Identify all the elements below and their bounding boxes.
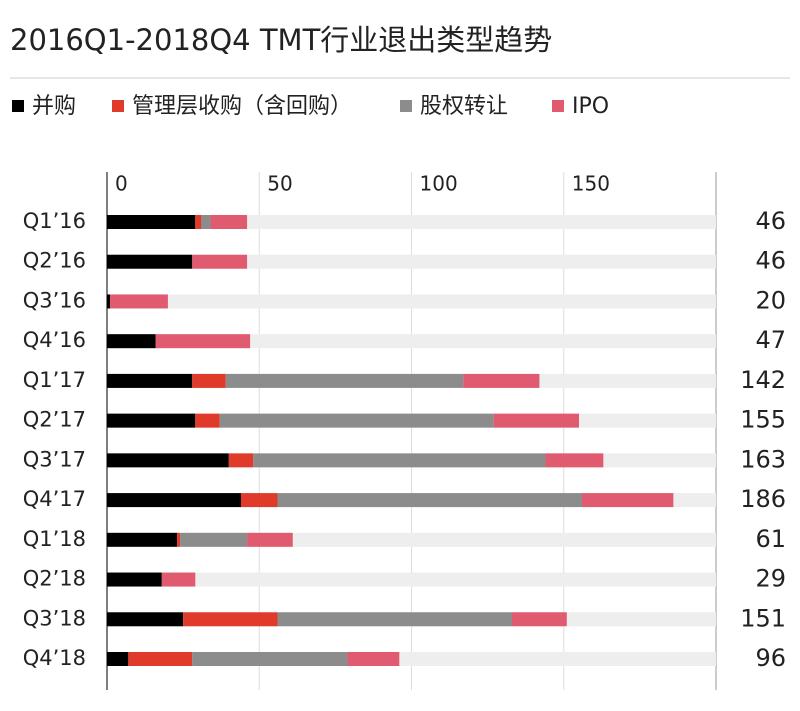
- bar-segment: [192, 373, 226, 388]
- total-label: 20: [755, 286, 786, 314]
- bar-segment: [107, 572, 162, 587]
- bar-segment: [107, 453, 229, 468]
- bar-segment: [253, 453, 546, 468]
- total-label: 46: [755, 207, 786, 235]
- total-label: 47: [755, 326, 786, 354]
- bar-segment: [493, 413, 579, 428]
- bar-segment: [240, 493, 278, 508]
- bar-segment: [107, 254, 193, 269]
- y-tick-label: Q1’16: [23, 209, 86, 233]
- legend-swatch: [400, 100, 412, 112]
- legend-swatch: [552, 100, 564, 112]
- legend-swatch: [12, 100, 24, 112]
- bar-segment: [545, 453, 604, 468]
- bar-segment: [463, 373, 540, 388]
- bar-segment: [128, 652, 193, 666]
- bar-segment: [107, 493, 241, 508]
- bar-segment: [155, 334, 251, 349]
- y-tick-label: Q3’18: [23, 606, 86, 630]
- x-tick-label: 100: [420, 172, 458, 196]
- bar-segment: [225, 373, 464, 388]
- bar-segment: [192, 652, 348, 666]
- total-label: 96: [755, 644, 786, 672]
- legend-label: 股权转让: [420, 94, 508, 119]
- bar-segment: [210, 215, 248, 229]
- y-tick-label: Q1’18: [23, 527, 86, 551]
- legend-swatch: [112, 100, 124, 112]
- total-label: 186: [740, 485, 786, 513]
- total-label: 163: [740, 445, 786, 473]
- bar-segment: [107, 334, 156, 349]
- bar-segment: [347, 652, 400, 666]
- x-tick-label: 150: [572, 172, 610, 196]
- total-label: 151: [740, 604, 786, 632]
- y-tick-label: Q3’17: [23, 447, 86, 471]
- y-tick-label: Q2’18: [23, 567, 86, 591]
- legend-label: 并购: [32, 94, 76, 119]
- bar-segment: [177, 532, 181, 547]
- bar-segment: [107, 413, 196, 428]
- track: [107, 215, 716, 229]
- total-label: 46: [755, 247, 786, 275]
- bar-segment: [107, 652, 129, 666]
- bar-segment: [107, 215, 196, 229]
- y-tick-label: Q4’16: [23, 328, 86, 352]
- track: [107, 334, 716, 349]
- bar-segment: [511, 612, 567, 627]
- total-label: 142: [740, 366, 786, 394]
- x-tick-label: 50: [267, 172, 292, 196]
- y-tick-label: Q1’17: [23, 368, 86, 392]
- legend-label: 管理层收购（含回购）: [132, 94, 352, 119]
- bar-segment: [228, 453, 254, 468]
- bar-segment: [107, 294, 111, 309]
- bar-segment: [247, 532, 293, 547]
- track: [107, 294, 716, 309]
- bar-segment: [180, 532, 248, 547]
- total-label: 155: [740, 406, 786, 434]
- y-tick-label: Q2’17: [23, 408, 86, 432]
- bar-segment: [201, 215, 211, 229]
- bar-segment: [277, 493, 583, 508]
- track: [107, 254, 716, 269]
- chart-title: 2016Q1-2018Q4 TMT行业退出类型趋势: [10, 23, 552, 57]
- bar-segment: [183, 612, 278, 627]
- x-tick-label: 0: [115, 172, 128, 196]
- bar-segment: [277, 612, 512, 627]
- bar-segment: [195, 215, 202, 229]
- bar-segment: [107, 532, 178, 547]
- bar-segment: [110, 294, 168, 309]
- total-label: 61: [755, 525, 786, 553]
- bar-segment: [107, 373, 193, 388]
- y-tick-label: Q4’17: [23, 487, 86, 511]
- bar-segment: [582, 493, 674, 508]
- y-tick-label: Q3’16: [23, 288, 86, 312]
- bar-segment: [192, 254, 248, 269]
- bar-segment: [107, 612, 184, 627]
- total-label: 29: [755, 565, 786, 593]
- y-tick-label: Q4’18: [23, 646, 86, 670]
- bar-segment: [195, 413, 220, 428]
- track: [107, 572, 716, 587]
- legend-label: IPO: [572, 94, 609, 119]
- y-tick-label: Q2’16: [23, 249, 86, 273]
- bar-segment: [161, 572, 196, 587]
- bar-segment: [219, 413, 494, 428]
